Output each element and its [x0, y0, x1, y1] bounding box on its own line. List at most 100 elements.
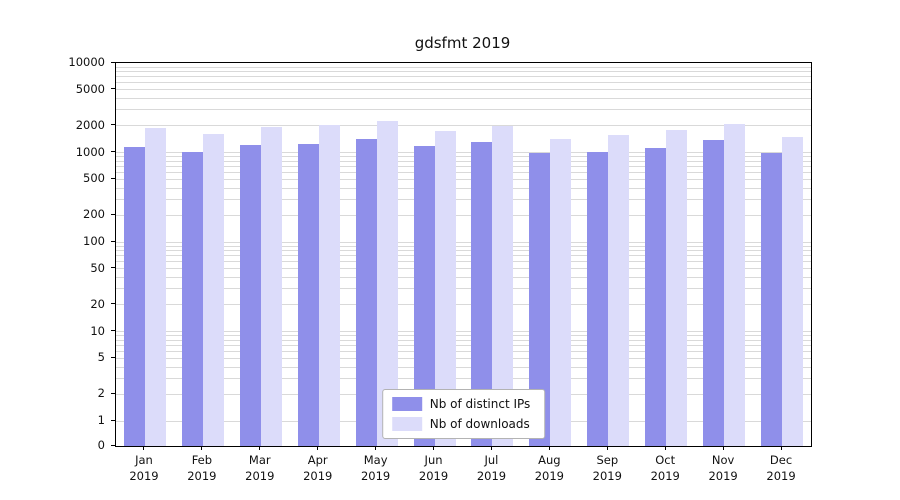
y-tick-mark — [111, 61, 115, 63]
grid-line — [116, 288, 811, 290]
x-tick-mark — [259, 446, 261, 450]
y-tick-mark — [111, 213, 115, 215]
grid-line — [116, 350, 811, 352]
legend-item-distinct-ips: Nb of distinct IPs — [391, 397, 531, 411]
bar-distinct-ips — [355, 138, 377, 446]
grid-line — [116, 241, 811, 243]
grid-line — [116, 331, 811, 332]
bar-distinct-ips — [703, 139, 725, 446]
x-tick-label: Apr 2019 — [303, 453, 333, 483]
y-tick-label: 0 — [97, 438, 105, 452]
bar-downloads — [434, 131, 456, 446]
grid-line — [116, 71, 811, 73]
y-tick-label: 5000 — [75, 81, 105, 96]
grid-line — [116, 357, 811, 359]
grid-line — [116, 261, 811, 263]
y-tick-mark — [111, 151, 115, 152]
x-tick-mark — [375, 446, 377, 450]
x-tick-mark — [201, 446, 203, 450]
grid-line — [116, 335, 811, 337]
bar-downloads — [144, 127, 166, 446]
grid-line — [116, 152, 811, 153]
y-tick-label: 2 — [97, 386, 105, 401]
grid-line — [116, 344, 811, 346]
legend-swatch-distinct-ips — [391, 397, 422, 411]
y-tick-mark — [111, 419, 115, 421]
y-tick-mark — [111, 177, 115, 179]
bar-downloads — [202, 133, 224, 446]
x-tick-label: Jan 2019 — [129, 453, 159, 483]
bar-downloads — [318, 124, 340, 446]
x-tick-label: Mar 2019 — [245, 453, 275, 483]
legend-label-downloads: Nb of downloads — [429, 417, 530, 431]
y-tick-mark — [111, 303, 115, 305]
bar-downloads — [492, 125, 514, 446]
grid-line — [116, 245, 811, 247]
bar-distinct-ips — [181, 151, 203, 446]
x-tick-mark — [490, 446, 492, 450]
grid-line — [116, 268, 811, 270]
legend: Nb of distinct IPs Nb of downloads — [381, 389, 546, 439]
y-tick-mark — [111, 88, 115, 90]
x-tick-mark — [548, 446, 550, 450]
grid-line — [116, 156, 811, 158]
x-tick-label: Feb 2019 — [187, 453, 217, 483]
y-tick-label: 50 — [90, 260, 105, 275]
plot-area: Nb of distinct IPs Nb of downloads — [115, 62, 812, 447]
grid-line — [116, 377, 811, 379]
bar-downloads — [550, 138, 572, 446]
x-tick-label: May 2019 — [360, 453, 391, 483]
y-tick-label: 100 — [83, 234, 105, 248]
grid-line — [116, 66, 811, 68]
grid-line — [116, 82, 811, 84]
grid-line — [116, 178, 811, 180]
y-tick-mark — [111, 444, 115, 446]
grid-line — [116, 89, 811, 91]
legend-label-distinct-ips: Nb of distinct IPs — [429, 397, 531, 411]
x-tick-mark — [317, 446, 319, 450]
bar-distinct-ips — [297, 143, 319, 446]
bar-downloads — [724, 124, 746, 446]
y-tick-mark — [111, 330, 115, 331]
y-tick-label: 20 — [90, 296, 105, 311]
grid-line — [116, 98, 811, 100]
y-tick-label: 2000 — [75, 117, 105, 132]
y-tick-mark — [111, 356, 115, 358]
x-tick-label: Nov 2019 — [708, 453, 738, 483]
bar-downloads — [376, 120, 398, 446]
bar-distinct-ips — [645, 148, 667, 446]
bar-distinct-ips — [471, 142, 493, 446]
grid-line — [116, 109, 811, 111]
y-tick-mark — [111, 240, 115, 242]
grid-line — [116, 171, 811, 173]
grid-line — [116, 255, 811, 257]
grid-line — [116, 198, 811, 200]
x-tick-label: Jul 2019 — [476, 453, 507, 483]
grid-line — [116, 277, 811, 279]
x-tick-mark — [722, 446, 724, 450]
x-tick-mark — [143, 446, 145, 450]
legend-item-downloads: Nb of downloads — [391, 417, 531, 431]
grid-line — [116, 366, 811, 368]
y-tick-label: 5 — [97, 350, 105, 365]
bar-distinct-ips — [761, 152, 783, 446]
y-tick-label: 200 — [83, 207, 105, 222]
bar-downloads — [260, 126, 282, 446]
x-tick-mark — [664, 446, 666, 450]
y-tick-mark — [111, 124, 115, 126]
bar-distinct-ips — [587, 152, 609, 446]
bar-downloads — [782, 137, 804, 446]
y-tick-label: 10000 — [68, 55, 105, 69]
y-tick-label: 1 — [97, 413, 105, 427]
x-tick-mark — [606, 446, 608, 450]
y-tick-label: 1000 — [75, 144, 105, 159]
legend-swatch-downloads — [391, 417, 422, 431]
chart-title: gdsfmt 2019 — [414, 34, 511, 52]
grid-line — [116, 187, 811, 189]
bar-downloads — [666, 130, 688, 446]
bar-distinct-ips — [239, 144, 261, 446]
bar-distinct-ips — [529, 153, 551, 446]
y-tick-mark — [111, 392, 115, 394]
y-tick-label: 10 — [90, 323, 105, 338]
x-tick-label: Aug 2019 — [534, 453, 565, 483]
